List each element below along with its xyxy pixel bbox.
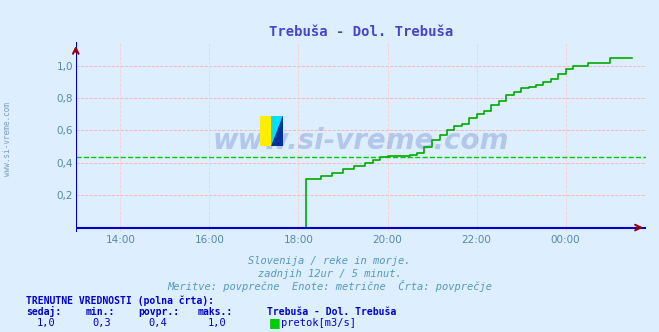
Polygon shape [272, 116, 283, 146]
Text: zadnjih 12ur / 5 minut.: zadnjih 12ur / 5 minut. [258, 269, 401, 279]
Text: pretok[m3/s]: pretok[m3/s] [281, 318, 357, 328]
Text: Slovenija / reke in morje.: Slovenija / reke in morje. [248, 256, 411, 266]
Polygon shape [260, 116, 272, 146]
Text: 1,0: 1,0 [208, 318, 226, 328]
Text: Trebuša - Dol. Trebuša: Trebuša - Dol. Trebuša [267, 307, 396, 317]
Text: min.:: min.: [86, 307, 115, 317]
Text: www.si-vreme.com: www.si-vreme.com [213, 127, 509, 155]
Text: TRENUTNE VREDNOSTI (polna črta):: TRENUTNE VREDNOSTI (polna črta): [26, 295, 214, 306]
Text: povpr.:: povpr.: [138, 307, 179, 317]
Text: www.si-vreme.com: www.si-vreme.com [3, 103, 13, 176]
Text: ■: ■ [269, 316, 281, 329]
Polygon shape [272, 116, 283, 146]
Title: Trebuša - Dol. Trebuša: Trebuša - Dol. Trebuša [269, 25, 453, 39]
Text: maks.:: maks.: [198, 307, 233, 317]
Text: Meritve: povprečne  Enote: metrične  Črta: povprečje: Meritve: povprečne Enote: metrične Črta:… [167, 281, 492, 292]
Text: sedaj:: sedaj: [26, 306, 61, 317]
Text: 1,0: 1,0 [36, 318, 55, 328]
Text: 0,3: 0,3 [92, 318, 111, 328]
Text: 0,4: 0,4 [148, 318, 167, 328]
